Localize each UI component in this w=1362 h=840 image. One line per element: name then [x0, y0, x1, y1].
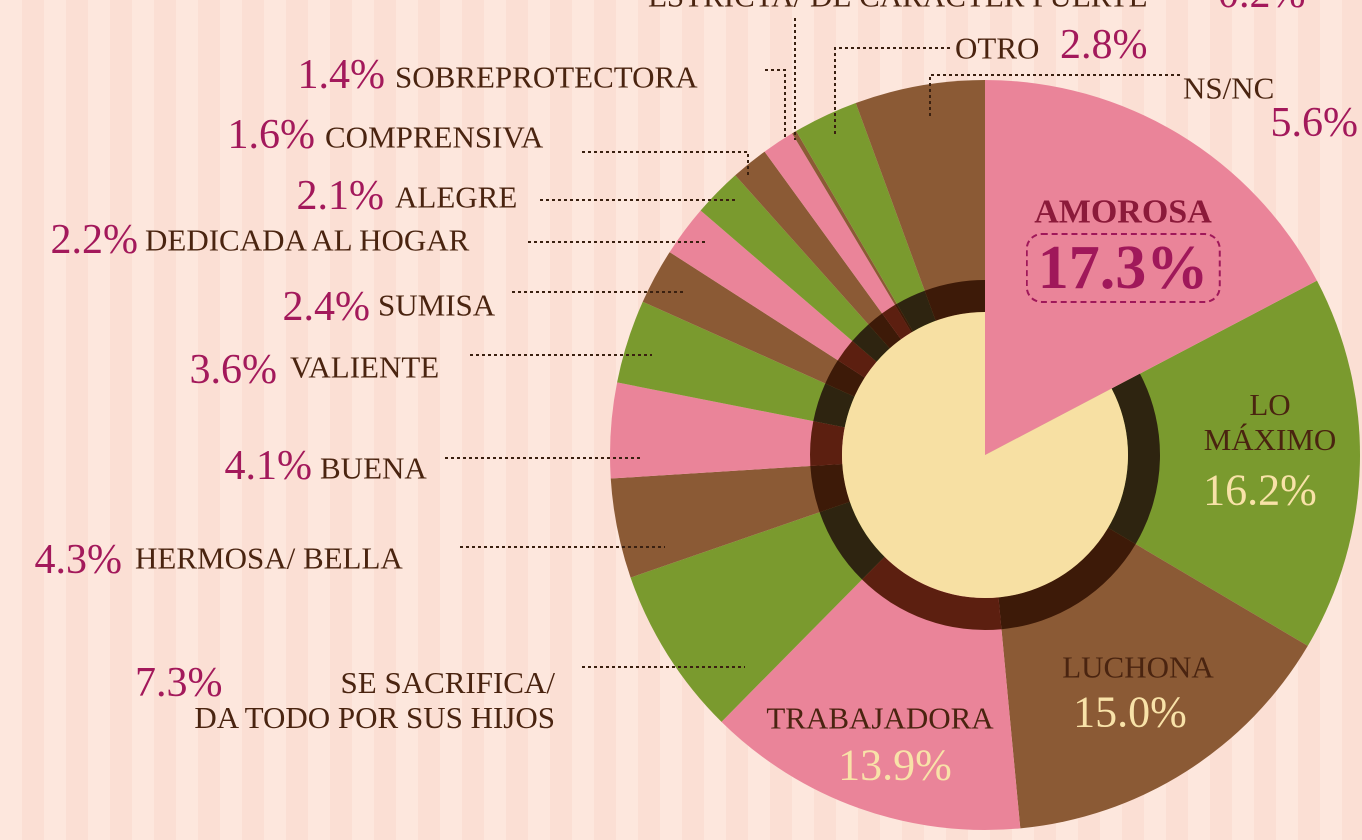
inner-ring — [837, 340, 877, 378]
category-label: COMPRENSIVA — [325, 119, 544, 155]
value-label: 4.3% — [34, 537, 123, 583]
inner-ring — [810, 421, 845, 466]
value-label: 7.3% — [135, 660, 223, 706]
category-label: VALIENTE — [290, 349, 440, 385]
value-label: 15.0% — [1073, 687, 1187, 737]
slice — [985, 80, 1317, 455]
category-label: SOBREPROTECTORA — [395, 59, 698, 95]
value-label: 1.4% — [297, 52, 386, 98]
category-label: SE SACRIFICA/ DA TODO POR SUS HIJOS — [194, 665, 555, 735]
value-label: 3.6% — [189, 347, 278, 393]
category-label: LO MÁXIMO — [1203, 387, 1337, 457]
value-label: 4.1% — [224, 443, 313, 489]
inner-ring — [896, 290, 936, 332]
category-label: LUCHONA — [1062, 649, 1214, 685]
category-label: AMOROSA — [1034, 193, 1212, 231]
category-label: DEDICADA AL HOGAR — [145, 222, 470, 258]
inner-ring — [868, 313, 901, 349]
center — [842, 311, 1128, 598]
value-label: 1.6% — [227, 112, 316, 158]
leader-line — [834, 47, 950, 135]
slice — [985, 280, 1360, 646]
value-label: 2.2% — [50, 217, 139, 263]
leader-line — [582, 151, 749, 178]
inner-ring — [825, 360, 865, 397]
value-label: 17.3% — [1025, 233, 1221, 303]
inner-ring — [813, 383, 855, 428]
category-label: SUMISA — [378, 287, 496, 323]
inner-ring — [810, 463, 850, 513]
value-label: 5.6% — [1270, 100, 1359, 146]
inner-ring — [1108, 373, 1160, 545]
inner-ring — [852, 324, 890, 362]
value-label: 16.2% — [1203, 465, 1317, 515]
leader-line — [929, 74, 1180, 118]
category-label: OTRO — [955, 30, 1040, 66]
value-label: 2.8% — [1060, 22, 1148, 68]
category-label: HERMOSA/ BELLA — [135, 540, 403, 576]
inner-ring — [882, 304, 912, 340]
category-label: NS/NC — [1183, 70, 1275, 106]
value-label: 2.4% — [282, 284, 371, 330]
value-label: 0.2% — [1218, 0, 1306, 16]
category-label: ESTRICTA/ DE CARÁCTER FUERTE — [648, 0, 1147, 14]
value-label: 13.9% — [838, 740, 952, 790]
category-label: BUENA — [320, 450, 427, 486]
inner-ring — [862, 556, 1002, 630]
category-label: ALEGRE — [395, 179, 518, 215]
inner-ring — [998, 527, 1136, 630]
inner-ring — [894, 303, 913, 333]
inner-ring — [819, 501, 885, 580]
inner-ring — [924, 280, 985, 321]
value-label: 2.1% — [296, 173, 385, 219]
category-label: TRABAJADORA — [766, 700, 994, 736]
leader-line — [765, 69, 786, 140]
